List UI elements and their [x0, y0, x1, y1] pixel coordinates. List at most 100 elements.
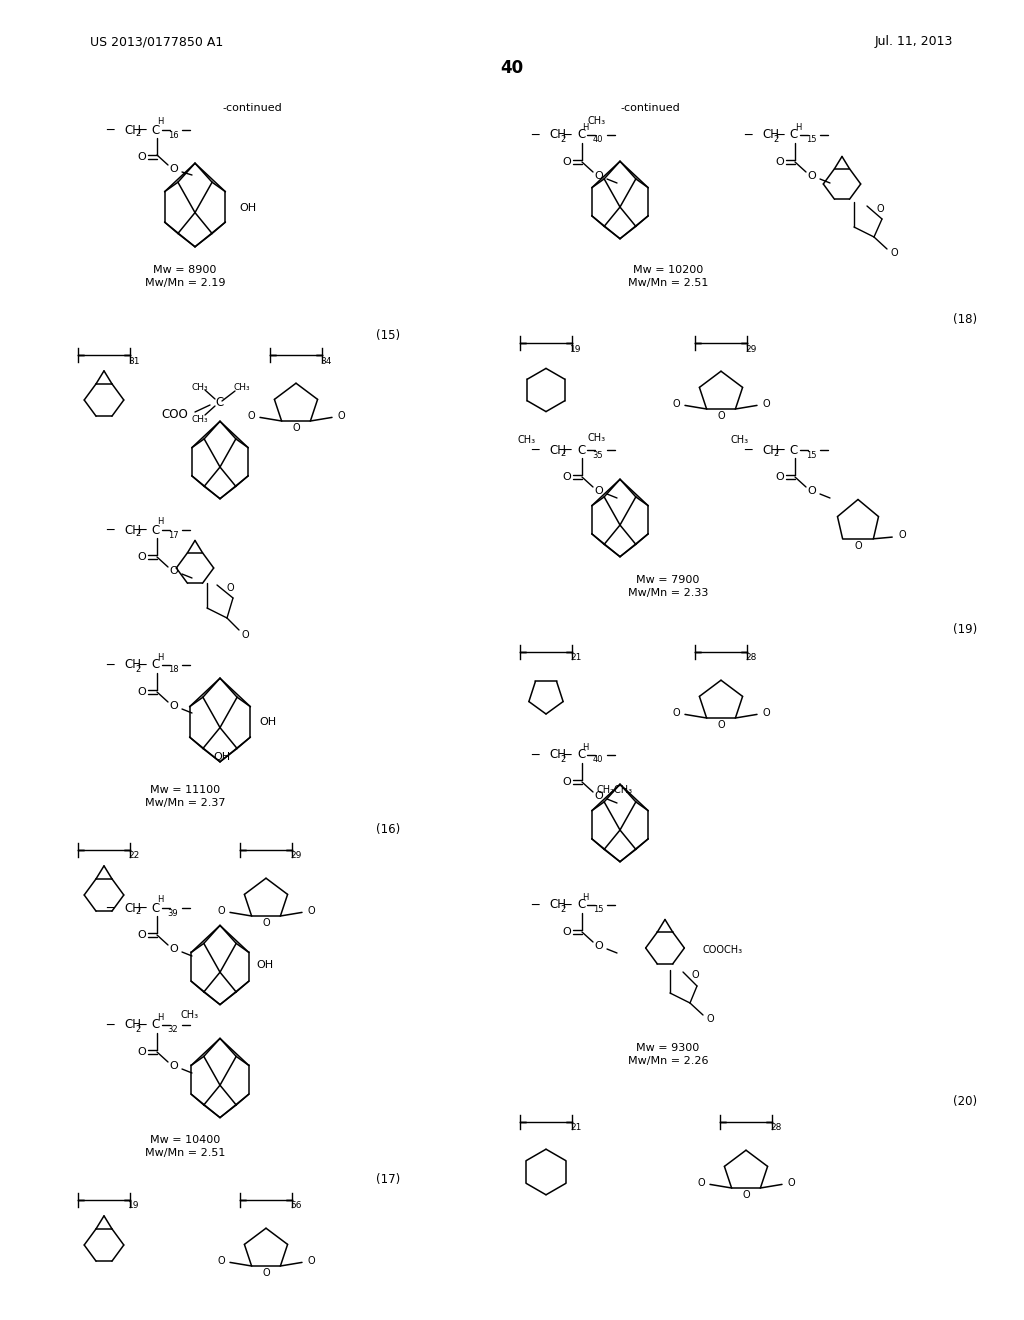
Text: O: O [307, 906, 314, 916]
Text: H: H [795, 123, 801, 132]
Text: O: O [217, 906, 225, 916]
Text: CH: CH [124, 1019, 141, 1031]
Text: 19: 19 [570, 345, 582, 354]
Text: O: O [137, 686, 146, 697]
Text: Mw = 10400: Mw = 10400 [150, 1135, 220, 1144]
Text: Mw/Mn = 2.19: Mw/Mn = 2.19 [144, 279, 225, 288]
Text: O: O [787, 1177, 795, 1188]
Text: (15): (15) [376, 329, 400, 342]
Text: CH₃: CH₃ [191, 414, 208, 424]
Text: O: O [672, 399, 680, 409]
Text: Mw/Mn = 2.51: Mw/Mn = 2.51 [144, 1148, 225, 1158]
Text: ─: ─ [531, 899, 539, 912]
Text: H: H [582, 742, 588, 751]
Text: ─: ─ [563, 128, 570, 141]
Text: 18: 18 [168, 665, 178, 675]
Text: 40: 40 [501, 59, 523, 77]
Text: Mw = 11100: Mw = 11100 [150, 785, 220, 795]
Text: CH: CH [549, 899, 566, 912]
Text: 2: 2 [773, 135, 778, 144]
Text: 35: 35 [593, 450, 603, 459]
Text: O: O [262, 919, 269, 928]
Text: ─: ─ [106, 659, 114, 672]
Text: 32: 32 [168, 1026, 178, 1035]
Text: 2: 2 [135, 664, 140, 673]
Text: 2: 2 [135, 529, 140, 539]
Text: ─: ─ [563, 899, 570, 912]
Text: O: O [170, 164, 178, 174]
Text: OH: OH [256, 960, 273, 970]
Text: O: O [137, 152, 146, 162]
Text: 34: 34 [321, 356, 332, 366]
Text: CH: CH [762, 128, 779, 141]
Text: C: C [577, 444, 585, 457]
Text: O: O [899, 531, 906, 540]
Text: CH: CH [549, 128, 566, 141]
Text: O: O [595, 172, 603, 181]
Text: O: O [217, 1255, 225, 1266]
Text: Mw = 9300: Mw = 9300 [636, 1043, 699, 1053]
Text: 2: 2 [135, 1024, 140, 1034]
Text: 17: 17 [168, 531, 178, 540]
Text: COOCH₃: COOCH₃ [702, 945, 743, 954]
Text: O: O [226, 583, 233, 593]
Text: ─: ─ [531, 444, 539, 457]
Text: O: O [762, 708, 770, 718]
Text: O: O [742, 1191, 750, 1200]
Text: ─: ─ [776, 128, 783, 141]
Text: CH: CH [762, 444, 779, 457]
Text: O: O [808, 172, 816, 181]
Text: 29: 29 [745, 345, 757, 354]
Text: O: O [170, 701, 178, 711]
Text: 2: 2 [560, 755, 565, 763]
Text: C: C [577, 748, 585, 762]
Text: O: O [562, 157, 571, 168]
Text: 2: 2 [135, 129, 140, 139]
Text: 31: 31 [128, 356, 139, 366]
Text: C: C [577, 128, 585, 141]
Text: ─: ─ [138, 524, 145, 536]
Text: CH₃: CH₃ [588, 433, 606, 444]
Text: CH: CH [124, 902, 141, 915]
Text: ─: ─ [138, 902, 145, 915]
Text: O: O [890, 248, 898, 257]
Text: 2: 2 [560, 904, 565, 913]
Text: 19: 19 [128, 1201, 139, 1210]
Text: COO: COO [162, 408, 188, 421]
Text: CH₃: CH₃ [731, 436, 750, 445]
Text: C: C [790, 128, 798, 141]
Text: O: O [242, 630, 249, 640]
Text: O: O [775, 473, 784, 482]
Text: -continued: -continued [222, 103, 282, 114]
Text: O: O [170, 944, 178, 954]
Text: ─: ─ [744, 444, 752, 457]
Text: O: O [262, 1269, 269, 1278]
Text: ─: ─ [744, 128, 752, 141]
Text: Mw/Mn = 2.33: Mw/Mn = 2.33 [628, 587, 709, 598]
Text: O: O [717, 721, 725, 730]
Text: O: O [337, 411, 345, 421]
Text: C: C [152, 524, 160, 536]
Text: O: O [307, 1255, 314, 1266]
Text: CH: CH [549, 444, 566, 457]
Text: H: H [157, 1012, 163, 1022]
Text: Mw = 7900: Mw = 7900 [636, 576, 699, 585]
Text: C: C [152, 1019, 160, 1031]
Text: Mw/Mn = 2.37: Mw/Mn = 2.37 [144, 799, 225, 808]
Text: O: O [137, 1047, 146, 1057]
Text: (17): (17) [376, 1173, 400, 1187]
Text: O: O [595, 791, 603, 801]
Text: (19): (19) [953, 623, 977, 636]
Text: C: C [152, 659, 160, 672]
Text: 2: 2 [773, 450, 778, 458]
Text: 15: 15 [806, 450, 816, 459]
Text: O: O [854, 541, 862, 550]
Text: H: H [582, 123, 588, 132]
Text: 28: 28 [745, 653, 757, 663]
Text: ─: ─ [138, 659, 145, 672]
Text: CH₃: CH₃ [181, 1010, 199, 1020]
Text: 2: 2 [135, 908, 140, 916]
Text: CH₂CH₃: CH₂CH₃ [597, 785, 633, 795]
Text: OH: OH [240, 203, 257, 213]
Text: ─: ─ [776, 444, 783, 457]
